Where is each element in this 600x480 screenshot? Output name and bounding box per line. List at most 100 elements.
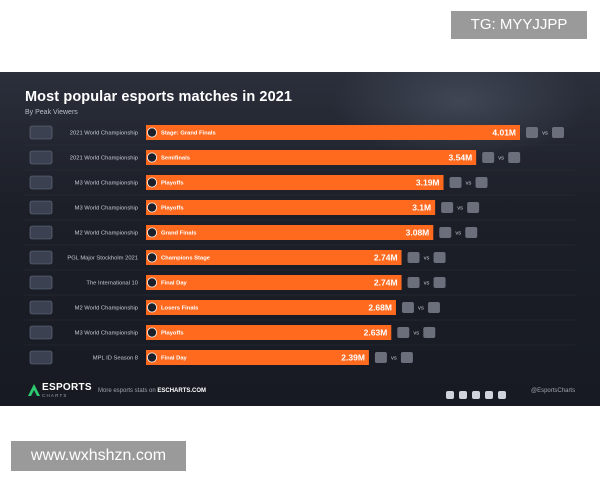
bar-chart: 2021 World Championship Stage: Grand Fina… [24, 125, 575, 365]
stage-badge-icon [146, 152, 157, 163]
tournament-logo-icon [29, 300, 53, 315]
stage-badge-icon [146, 127, 157, 138]
value-label: 2.68M [368, 303, 392, 313]
stage-label: Playoffs [161, 331, 184, 337]
logo-subtext: CHARTS [42, 393, 68, 398]
versus-label: vs [466, 181, 472, 187]
team-logo-icon [407, 252, 420, 263]
stage-badge-icon [146, 227, 157, 238]
logo-text: ESPORTS [42, 382, 92, 393]
versus-label: vs [418, 306, 424, 312]
team-logo-icon [441, 202, 454, 213]
bar [146, 275, 402, 290]
tournament-logo-icon [29, 125, 53, 140]
tournament-name: PGL Major Stockholm 2021 [67, 256, 138, 262]
twitter-icon[interactable] [446, 390, 454, 399]
background-art [330, 72, 590, 162]
stage-label: Final Day [161, 356, 188, 362]
stage-badge-icon [146, 202, 157, 213]
chart-title: Most popular esports matches in 2021 [25, 89, 293, 105]
stage-label: Semifinals [161, 156, 190, 162]
team-logo-icon [475, 177, 488, 188]
watermark-top: TG: MYYJJPP [451, 11, 587, 39]
team-logo-icon [374, 352, 387, 363]
watermark-bottom: www.wxhshzn.com [11, 441, 186, 471]
stage-label: Playoffs [161, 206, 184, 212]
tournament-name: 2021 World Championship [70, 131, 138, 137]
versus-label: vs [542, 131, 548, 137]
value-label: 3.19M [416, 178, 440, 188]
facebook-icon[interactable] [459, 390, 467, 399]
value-label: 2.74M [374, 253, 398, 263]
tournament-name: MPL ID Season 8 [93, 356, 138, 362]
bar [146, 325, 392, 340]
social-icons [446, 386, 511, 404]
bar [146, 125, 520, 140]
value-label: 3.54M [449, 153, 473, 163]
team-logo-icon [526, 127, 538, 138]
chart-panel: Most popular esports matches in 2021 By … [0, 72, 600, 406]
bar [146, 150, 477, 165]
versus-label: vs [455, 231, 461, 237]
footer-site-link[interactable]: ESCHARTS.COM [157, 388, 207, 394]
team-logo-icon [467, 202, 480, 213]
team-logo-icon [427, 302, 440, 313]
stage-label: Stage: Grand Finals [161, 131, 216, 137]
instagram-icon[interactable] [472, 390, 480, 399]
stage-badge-icon [146, 177, 157, 188]
tournament-name: 2021 World Championship [70, 156, 138, 162]
stage-badge-icon [146, 352, 157, 363]
versus-label: vs [498, 156, 504, 162]
versus-label: vs [391, 356, 397, 362]
bar [146, 250, 402, 265]
tournament-name: M2 World Championship [75, 231, 138, 237]
team-logo-icon [552, 127, 564, 138]
footer-note-prefix: More esports stats on [98, 388, 156, 394]
tournament-logo-icon [29, 275, 53, 290]
tournament-logo-icon [29, 350, 53, 365]
stage-badge-icon [146, 252, 157, 263]
tournament-logo-icon [29, 200, 53, 215]
team-logo-icon [465, 227, 478, 238]
footer-note: More esports stats on ESCHARTS.COM [98, 388, 206, 394]
value-label: 3.1M [412, 203, 431, 213]
stage-badge-icon [146, 327, 157, 338]
stage-badge-icon [146, 277, 157, 288]
logo-mark-icon [28, 384, 40, 396]
tournament-logo-icon [29, 325, 53, 340]
value-label: 2.39M [341, 353, 365, 363]
versus-label: vs [424, 281, 430, 287]
linkedin-icon[interactable] [498, 390, 506, 399]
team-logo-icon [401, 302, 414, 313]
tournament-name: M3 World Championship [75, 206, 138, 212]
team-logo-icon [400, 352, 413, 363]
team-logo-icon [439, 227, 452, 238]
stage-label: Losers Finals [161, 306, 198, 312]
stage-label: Grand Finals [161, 231, 196, 237]
team-logo-icon [433, 277, 446, 288]
bar [146, 225, 434, 240]
stage-label: Playoffs [161, 181, 184, 187]
social-handle: @EsportsCharts [531, 388, 576, 394]
team-logo-icon [449, 177, 462, 188]
tournament-name: The International 10 [86, 281, 138, 287]
tournament-name: M3 World Championship [75, 331, 138, 337]
tournament-name: M2 World Championship [75, 306, 138, 312]
team-logo-icon [482, 152, 495, 163]
team-logo-icon [508, 152, 521, 163]
stage-badge-icon [146, 302, 157, 313]
tournament-logo-icon [29, 250, 53, 265]
youtube-icon[interactable] [485, 390, 493, 399]
bar [146, 350, 369, 365]
bar [146, 200, 436, 215]
value-label: 3.08M [406, 228, 430, 238]
value-label: 2.63M [364, 328, 388, 338]
tournament-name: M3 World Championship [75, 181, 138, 187]
stage-label: Champions Stage [161, 256, 211, 262]
team-logo-icon [407, 277, 420, 288]
team-logo-icon [433, 252, 446, 263]
stage-label: Final Day [161, 281, 188, 287]
bar [146, 300, 396, 315]
tournament-logo-icon [29, 175, 53, 190]
chart-footer: ESPORTS CHARTS More esports stats on ESC… [0, 376, 600, 406]
